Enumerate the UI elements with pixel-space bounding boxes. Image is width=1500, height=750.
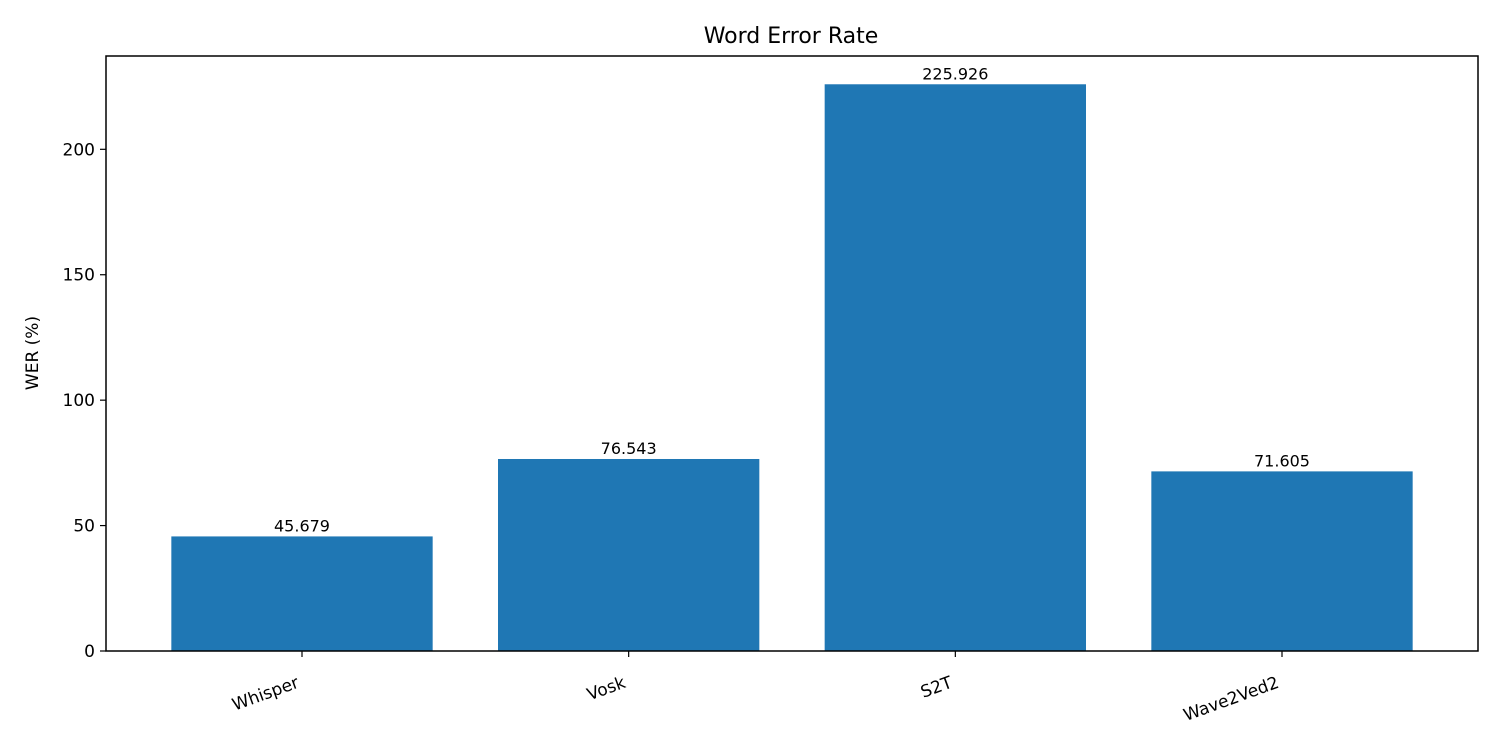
bar-wave2ved2: [1151, 471, 1413, 651]
data-label-s2t: 225.926: [922, 64, 988, 83]
data-labels-group: 45.679 76.543 225.926 71.605: [274, 64, 1310, 535]
data-label-vosk: 76.543: [601, 439, 657, 458]
y-tick-label: 100: [63, 391, 95, 411]
y-axis-label: WER (%): [23, 316, 43, 390]
data-label-wave2ved2: 71.605: [1254, 451, 1310, 470]
y-tick-label: 0: [84, 642, 95, 662]
bar-vosk: [498, 458, 760, 651]
data-label-whisper: 45.679: [274, 516, 330, 535]
y-tick-label: 150: [63, 266, 95, 286]
bar-whisper: [171, 536, 433, 651]
chart-title: Word Error Rate: [704, 24, 879, 49]
y-tick-label: 50: [73, 517, 95, 537]
bar-s2t: [824, 84, 1086, 652]
bars-group: [171, 84, 1413, 652]
y-tick-label: 200: [63, 140, 95, 160]
plot-frame: [105, 55, 1479, 652]
y-axis: 0 50 100 150 200: [63, 140, 106, 662]
